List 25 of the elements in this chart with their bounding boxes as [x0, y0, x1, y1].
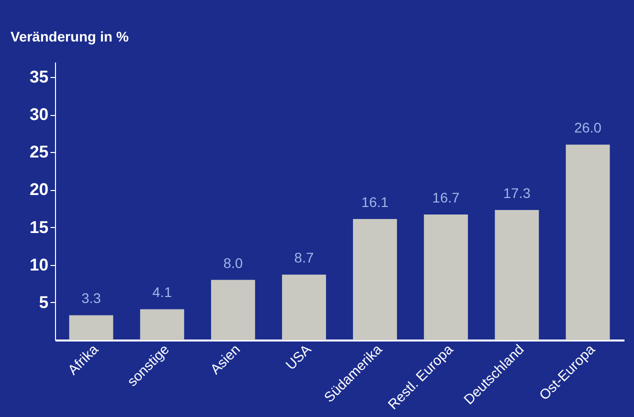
data-label: 26.0	[574, 120, 602, 136]
bar	[494, 210, 539, 340]
data-label: 16.7	[432, 190, 460, 206]
y-tick-label: 30	[30, 105, 48, 124]
y-tick-label: 5	[39, 292, 48, 312]
y-tick-label: 20	[30, 180, 48, 200]
bar	[282, 274, 326, 340]
data-label: 4.1	[152, 284, 172, 300]
y-tick-label: 15	[30, 218, 48, 237]
bar	[211, 280, 256, 340]
bar	[140, 309, 184, 340]
y-tick-label: 10	[30, 255, 48, 274]
bar	[424, 214, 468, 340]
data-label: 8.7	[294, 250, 314, 266]
data-label: 16.1	[361, 194, 389, 210]
data-label: 17.3	[503, 185, 531, 202]
y-tick-label: 35	[30, 68, 48, 87]
y-tick-label: 25	[30, 142, 48, 162]
data-label: 3.3	[81, 290, 102, 306]
bar	[566, 144, 610, 340]
x-tick-label: USA	[282, 340, 314, 373]
bar	[69, 315, 114, 340]
data-label: 8.0	[223, 254, 244, 271]
y-axis-title: Veränderung in %	[10, 28, 130, 44]
bar	[352, 219, 397, 340]
